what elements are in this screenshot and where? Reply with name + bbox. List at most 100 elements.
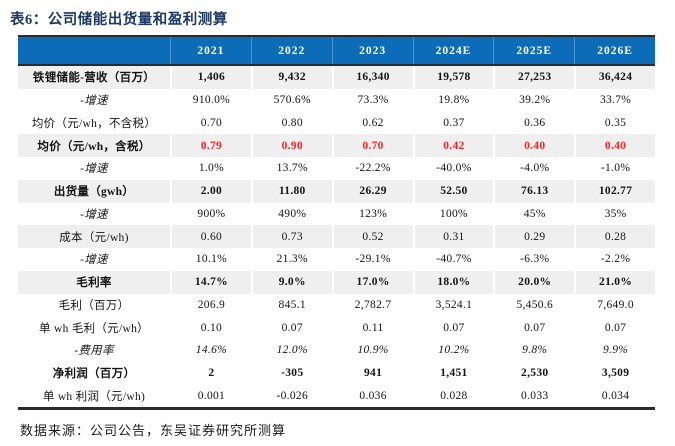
value-cell: -1.0% <box>574 157 655 180</box>
row-label-cell: -增速 <box>80 254 108 267</box>
value-cell: 1,451 <box>412 361 494 385</box>
value-cell: 17.0% <box>331 270 413 294</box>
value-cell: 14.6% <box>170 339 251 362</box>
value-cell: 0.36 <box>493 111 574 135</box>
table-row: -增速 900% 490% 123% 100% 45% 35% <box>18 202 655 226</box>
value-cell: 16,340 <box>331 66 413 89</box>
header-cell-year: 2023 <box>331 37 413 64</box>
table-row: 单 wh 毛利（元/wh） 0.10 0.07 0.11 0.07 0.07 0.07 <box>18 316 655 339</box>
table-row: 均价（元/wh，含税） 0.79 0.90 0.70 0.42 0.40 0.40 <box>18 134 655 157</box>
value-cell: 39.2% <box>493 88 574 112</box>
value-cell: -6.3% <box>493 248 574 271</box>
value-cell: 102.77 <box>574 179 655 203</box>
value-cell: 12.0% <box>250 339 332 362</box>
header-cell-label <box>18 37 170 64</box>
value-cell: -305 <box>250 361 332 385</box>
table-row: 单 wh 利润（元/wh) 0.001 -0.026 0.036 0.028 0.033 0… <box>18 384 655 408</box>
value-cell: -0.026 <box>250 384 332 408</box>
value-cell: 21.3% <box>250 248 332 271</box>
table-header-row: 2021 2022 2023 2024E 2025E 2026E <box>18 37 655 66</box>
storage-shipment-profit-table: 2021 2022 2023 2024E 2025E 2026E 铁锂储能-营收（百万） 1… <box>18 35 655 411</box>
value-cell: 0.28 <box>574 225 655 248</box>
value-cell: 33.7% <box>574 88 655 112</box>
value-cell: -4.0% <box>493 157 574 180</box>
row-label-cell: -增速 <box>80 163 108 176</box>
value-cell: 0.07 <box>574 316 655 339</box>
value-cell: 490% <box>250 202 332 226</box>
value-cell: 0.52 <box>331 225 413 248</box>
value-cell: 0.70 <box>170 111 251 135</box>
value-cell: 0.40 <box>574 134 655 157</box>
value-cell: 9.8% <box>493 339 574 362</box>
table-row: 均价（元/wh，不含税） 0.70 0.80 0.62 0.37 0.36 0.35 <box>18 111 655 135</box>
value-cell: 1.0% <box>170 157 251 180</box>
table-body: 铁锂储能-营收（百万） 1,406 9,432 16,340 19,578 27,253 3… <box>18 66 655 408</box>
value-cell: 0.31 <box>412 225 494 248</box>
value-cell: 910.0% <box>170 88 251 112</box>
header-cell-year: 2024E <box>412 37 494 64</box>
value-cell: -22.2% <box>331 157 413 180</box>
value-cell: 0.07 <box>493 316 574 339</box>
header-cell-year: 2025E <box>493 37 574 64</box>
value-cell: 0.033 <box>493 384 574 408</box>
table-row: 净利润（百万） 2 -305 941 1,451 2,530 3,509 <box>18 361 655 385</box>
row-label-cell: 铁锂储能-营收（百万） <box>32 72 156 85</box>
value-cell: 100% <box>412 202 494 226</box>
value-cell: 5,450.6 <box>493 293 574 317</box>
value-cell: 9.0% <box>250 270 332 294</box>
header-cell-year: 2021 <box>170 37 251 64</box>
table-row: 成本（元/wh) 0.60 0.73 0.52 0.31 0.29 0.28 <box>18 225 655 248</box>
row-label-cell: -增速 <box>80 95 108 108</box>
table-row: 毛利率 14.7% 9.0% 17.0% 18.0% 20.0% 21.0% <box>18 270 655 294</box>
value-cell: 2,782.7 <box>331 293 413 317</box>
value-cell: 0.62 <box>331 111 413 135</box>
value-cell: -29.1% <box>331 248 413 271</box>
row-label-cell: 单 wh 利润（元/wh) <box>42 390 146 403</box>
value-cell: 45% <box>493 202 574 226</box>
value-cell: 0.35 <box>574 111 655 135</box>
value-cell: 10.9% <box>331 339 413 362</box>
table-title: 表6：公司储能出货量和盈利测算 <box>10 12 228 28</box>
value-cell: 18.0% <box>412 270 494 294</box>
value-cell: 570.6% <box>250 88 332 112</box>
table-row: 毛利（百万） 206.9 845.1 2,782.7 3,524.1 5,450.6 7,6… <box>18 293 655 317</box>
value-cell: 52.50 <box>412 179 494 203</box>
value-cell: 2,530 <box>493 361 574 385</box>
value-cell: 0.036 <box>331 384 413 408</box>
value-cell: 10.1% <box>170 248 251 271</box>
value-cell: 13.7% <box>250 157 332 180</box>
value-cell: 2 <box>170 361 251 385</box>
value-cell: 7,649.0 <box>574 293 655 317</box>
value-cell: 123% <box>331 202 413 226</box>
value-cell: -2.2% <box>574 248 655 271</box>
row-label-cell: -增速 <box>80 208 108 221</box>
value-cell: 19,578 <box>412 66 494 89</box>
value-cell: 76.13 <box>493 179 574 203</box>
row-label-cell: 净利润（百万） <box>52 368 136 381</box>
value-cell: 11.80 <box>250 179 332 203</box>
row-label-cell: 成本（元/wh) <box>59 231 129 244</box>
row-label-cell: 均价（元/wh，不含税） <box>31 117 157 130</box>
value-cell: 0.73 <box>250 225 332 248</box>
value-cell: -40.0% <box>412 157 494 180</box>
value-cell: -40.7% <box>412 248 494 271</box>
value-cell: 2.00 <box>170 179 251 203</box>
table-row: -费用率 14.6% 12.0% 10.9% 10.2% 9.8% 9.9% <box>18 339 655 362</box>
value-cell: 0.001 <box>170 384 251 408</box>
table-row: -增速 10.1% 21.3% -29.1% -40.7% -6.3% -2.2% <box>18 248 655 271</box>
table-row: -增速 910.0% 570.6% 73.3% 19.8% 39.2% 33.7% <box>18 88 655 112</box>
value-cell: 0.07 <box>412 316 494 339</box>
row-label-cell: -费用率 <box>74 345 114 358</box>
table-row: -增速 1.0% 13.7% -22.2% -40.0% -4.0% -1.0% <box>18 157 655 180</box>
header-cell-year: 2026E <box>574 37 655 64</box>
value-cell: 0.37 <box>412 111 494 135</box>
value-cell: 27,253 <box>493 66 574 89</box>
value-cell: 0.70 <box>331 134 413 157</box>
value-cell: 0.42 <box>412 134 494 157</box>
row-label-cell: 单 wh 毛利（元/wh） <box>39 322 149 335</box>
header-cell-year: 2022 <box>250 37 332 64</box>
row-label-cell: 毛利率 <box>76 277 112 290</box>
value-cell: 20.0% <box>493 270 574 294</box>
value-cell: 36,424 <box>574 66 655 89</box>
